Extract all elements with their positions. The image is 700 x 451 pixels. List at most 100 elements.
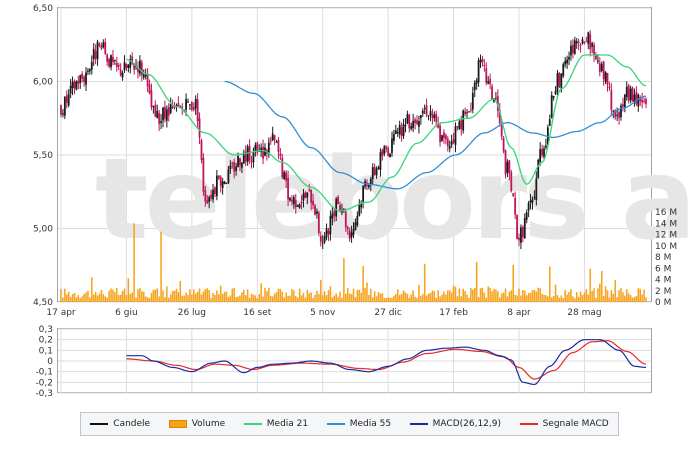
candle-body	[156, 110, 159, 119]
volume-bar	[610, 290, 613, 302]
volume-bar	[512, 264, 514, 302]
volume-bar	[60, 288, 62, 302]
volume-bar	[327, 290, 330, 302]
volume-bar	[169, 294, 172, 302]
candle-body	[298, 204, 301, 208]
candle-body	[454, 126, 457, 145]
volume-bar	[377, 291, 380, 302]
volume-bar	[452, 285, 455, 302]
volume-bar	[144, 296, 147, 302]
candle-body	[537, 160, 540, 178]
volume-bar	[393, 295, 395, 302]
volume-bar	[454, 286, 457, 302]
candle-body	[169, 103, 172, 113]
candle-body	[585, 41, 588, 43]
candle-body	[325, 228, 328, 238]
candle-body	[356, 215, 359, 225]
volume-bar	[271, 296, 274, 302]
candle-body	[281, 157, 284, 178]
candle-body	[269, 140, 272, 142]
volume-bar	[570, 289, 572, 302]
macd-tick-label: -0,1	[35, 368, 53, 378]
volume-bar	[133, 223, 135, 302]
volume-bar	[102, 294, 105, 302]
volume-bar	[370, 288, 372, 302]
candle-body	[558, 73, 561, 87]
volume-bar	[462, 288, 464, 302]
candle-body	[244, 151, 247, 162]
candle-body	[385, 146, 388, 149]
volume-bar	[295, 295, 297, 302]
candle-body	[491, 86, 493, 100]
legend-item-volume[interactable]: Volume	[168, 419, 225, 429]
volume-bar	[439, 296, 441, 302]
volume-bar	[268, 287, 270, 302]
volume-bar	[464, 291, 466, 302]
volume-bar	[552, 295, 555, 302]
legend-item-candele[interactable]: Candele	[90, 419, 150, 429]
volume-bar	[472, 289, 474, 302]
media-55-swatch-icon	[326, 423, 345, 425]
volume-bar	[279, 288, 282, 302]
volume-bar	[156, 288, 158, 302]
volume-bar	[218, 294, 220, 302]
candle-body	[469, 109, 472, 111]
legend: Candele Volume Media 21 Media 55 MACD(26…	[80, 412, 619, 436]
candle-body	[90, 61, 93, 70]
candle-body	[631, 87, 634, 102]
legend-item-media-55[interactable]: Media 55	[326, 419, 391, 429]
candle-body	[608, 86, 611, 89]
candle-body	[360, 203, 363, 208]
volume-bar	[510, 290, 513, 302]
candle-body	[323, 236, 326, 242]
volume-bar	[75, 297, 78, 302]
volume-bar	[304, 297, 307, 302]
volume-bar	[193, 289, 195, 302]
legend-item-segnale-macd[interactable]: Segnale MACD	[519, 419, 609, 429]
volume-bar	[564, 289, 566, 302]
candle-body	[312, 200, 314, 206]
volume-bar	[535, 291, 538, 302]
candle-body	[154, 104, 157, 117]
candle-body	[593, 44, 595, 56]
candle-body	[308, 189, 311, 191]
candle-body	[518, 237, 520, 241]
volume-bars	[60, 223, 647, 302]
macd-swatch-icon	[409, 423, 428, 425]
candle-body	[620, 105, 622, 118]
volume-bar	[196, 291, 199, 302]
candle-body	[371, 167, 374, 180]
candle-body	[173, 106, 176, 108]
volume-bar	[137, 289, 139, 302]
legend-item-macd[interactable]: MACD(26,12,9)	[409, 419, 501, 429]
signal-swatch-icon	[519, 423, 538, 425]
candle-body	[344, 211, 347, 228]
volume-bar	[173, 290, 176, 302]
candle-body	[212, 189, 214, 200]
candle-body	[431, 113, 434, 119]
candle-body	[627, 85, 630, 101]
candle-body	[531, 199, 534, 203]
candle-body	[131, 56, 134, 65]
candle-body	[523, 218, 526, 239]
volume-bar	[479, 288, 482, 302]
candle-body	[514, 197, 517, 215]
candle-body	[452, 139, 455, 143]
candle-body	[204, 190, 207, 202]
legend-item-media-21[interactable]: Media 21	[243, 419, 308, 429]
volume-bar	[62, 297, 64, 302]
candle-body	[508, 160, 511, 174]
volume-bar	[387, 297, 389, 302]
candle-body	[127, 64, 130, 69]
candle-body	[246, 146, 249, 162]
candle-body	[552, 95, 555, 98]
volume-bar	[591, 291, 593, 302]
candle-body	[577, 41, 580, 44]
volume-bar	[212, 292, 214, 302]
x-tick-label: 6 giu	[115, 308, 138, 318]
candle-body	[504, 150, 507, 175]
volume-bar	[523, 290, 526, 302]
volume-bar	[100, 289, 103, 302]
volume-bar	[358, 289, 361, 302]
volume-bar	[396, 289, 399, 302]
